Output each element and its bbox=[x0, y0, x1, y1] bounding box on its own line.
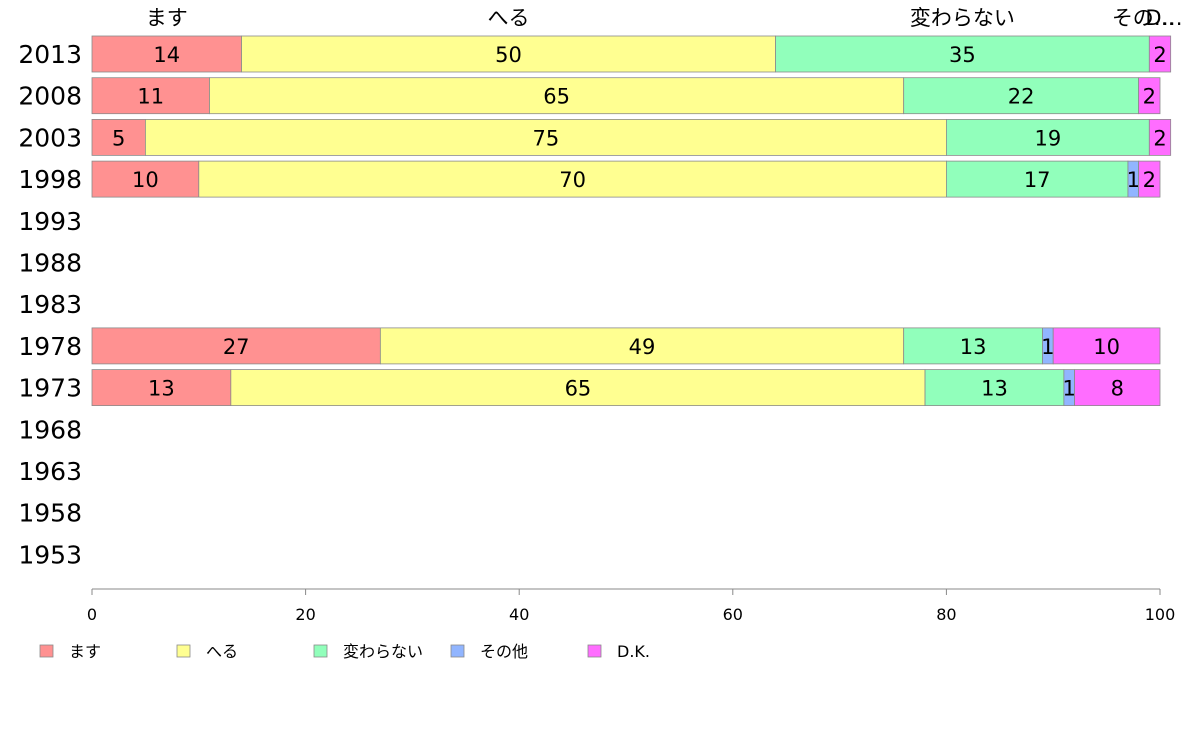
data-label: 22 bbox=[1008, 85, 1035, 109]
bar-segment bbox=[379, 327, 905, 365]
legend-swatch bbox=[587, 644, 602, 658]
bar-segment bbox=[198, 160, 947, 198]
data-label: 2 bbox=[1153, 126, 1166, 150]
y-tick-label: 1968 bbox=[18, 415, 82, 444]
data-label: 50 bbox=[495, 43, 522, 67]
top-label: ます bbox=[146, 6, 188, 30]
data-label: 10 bbox=[1093, 335, 1120, 359]
top-label: へる bbox=[488, 6, 530, 30]
bar-segment bbox=[91, 369, 232, 407]
y-tick-label: 1963 bbox=[18, 457, 82, 486]
legend: ます へる 変わらない その他 D.K. bbox=[39, 642, 650, 661]
bar-segment bbox=[209, 77, 905, 115]
data-label: 2 bbox=[1153, 43, 1166, 67]
data-label: 49 bbox=[629, 335, 656, 359]
legend-swatch bbox=[39, 644, 54, 658]
bar-segment bbox=[1138, 77, 1161, 115]
x-tick-label: 20 bbox=[295, 605, 315, 624]
top-label: 変わらない bbox=[910, 6, 1015, 30]
y-tick-label: 1998 bbox=[18, 165, 82, 194]
y-tick-label: 1988 bbox=[18, 249, 82, 278]
data-label: 10 bbox=[132, 168, 159, 192]
legend-label: へる bbox=[206, 642, 238, 661]
y-tick-label: 1983 bbox=[18, 290, 82, 319]
data-label: 14 bbox=[153, 43, 180, 67]
data-label: 19 bbox=[1034, 126, 1061, 150]
bar-segment bbox=[144, 119, 947, 156]
data-label: 8 bbox=[1111, 377, 1124, 401]
legend-swatch bbox=[450, 644, 465, 658]
data-label: 1 bbox=[1127, 168, 1140, 192]
bar-segment bbox=[241, 35, 776, 73]
bar-segment bbox=[91, 327, 381, 365]
y-tick-label: 2003 bbox=[18, 123, 82, 152]
data-label: 13 bbox=[960, 335, 987, 359]
bar-segment bbox=[91, 35, 242, 73]
data-label: 2 bbox=[1143, 85, 1156, 109]
y-axis-labels: 2013 2008 2003 1998 1993 1988 1983 1978 1973 1968… bbox=[18, 40, 82, 569]
bar-segment bbox=[1052, 327, 1161, 365]
y-tick-label: 1953 bbox=[18, 540, 82, 569]
bar-segment bbox=[1148, 119, 1172, 156]
top-label: D… bbox=[1145, 6, 1182, 30]
bar-segment bbox=[1138, 160, 1161, 198]
x-tick-label: 40 bbox=[509, 605, 529, 624]
bar-segment bbox=[1074, 369, 1161, 407]
bar-segment bbox=[946, 119, 1150, 156]
bar-segment bbox=[946, 160, 1129, 198]
data-label: 13 bbox=[981, 377, 1008, 401]
data-label: 11 bbox=[137, 85, 164, 109]
data-label: 2 bbox=[1143, 168, 1156, 192]
data-label: 35 bbox=[949, 43, 976, 67]
y-tick-label: 1993 bbox=[18, 207, 82, 236]
x-axis: 0 20 40 60 80 100 bbox=[87, 588, 1176, 624]
x-tick-label: 0 bbox=[87, 605, 97, 624]
y-tick-label: 1978 bbox=[18, 332, 82, 361]
data-label: 1 bbox=[1041, 335, 1054, 359]
bar-segment bbox=[903, 77, 1140, 115]
y-tick-label: 1958 bbox=[18, 499, 82, 528]
legend-label: ます bbox=[69, 642, 101, 661]
legend-swatch bbox=[176, 644, 191, 658]
x-tick-label: 60 bbox=[723, 605, 743, 624]
bar-segment bbox=[1148, 35, 1172, 73]
bar-segment bbox=[775, 35, 1150, 73]
x-tick-label: 80 bbox=[936, 605, 956, 624]
data-label: 17 bbox=[1024, 168, 1051, 192]
legend-label: その他 bbox=[480, 642, 528, 661]
data-label: 5 bbox=[112, 126, 125, 150]
bar-segment bbox=[903, 327, 1043, 365]
x-tick-label: 100 bbox=[1145, 605, 1176, 624]
bar-segment bbox=[91, 119, 146, 156]
legend-label: 変わらない bbox=[343, 642, 423, 661]
bar-segment bbox=[91, 77, 210, 115]
top-category-labels: ます へる 変わらない その…D… bbox=[146, 6, 1183, 30]
data-label: 65 bbox=[543, 85, 570, 109]
data-label: 75 bbox=[533, 126, 560, 150]
bar-segment bbox=[230, 369, 926, 407]
y-tick-label: 2008 bbox=[18, 82, 82, 111]
data-label: 1 bbox=[1063, 377, 1076, 401]
bar-segment bbox=[91, 160, 200, 198]
data-label: 27 bbox=[223, 335, 250, 359]
data-label: 13 bbox=[148, 377, 175, 401]
data-label: 65 bbox=[565, 377, 592, 401]
legend-label: D.K. bbox=[617, 642, 650, 661]
y-tick-label: 1973 bbox=[18, 374, 82, 403]
y-tick-label: 2013 bbox=[18, 40, 82, 69]
bar-segment bbox=[924, 369, 1065, 407]
top-label: その… bbox=[1112, 6, 1175, 30]
legend-swatch bbox=[313, 644, 328, 658]
data-label: 70 bbox=[559, 168, 586, 192]
